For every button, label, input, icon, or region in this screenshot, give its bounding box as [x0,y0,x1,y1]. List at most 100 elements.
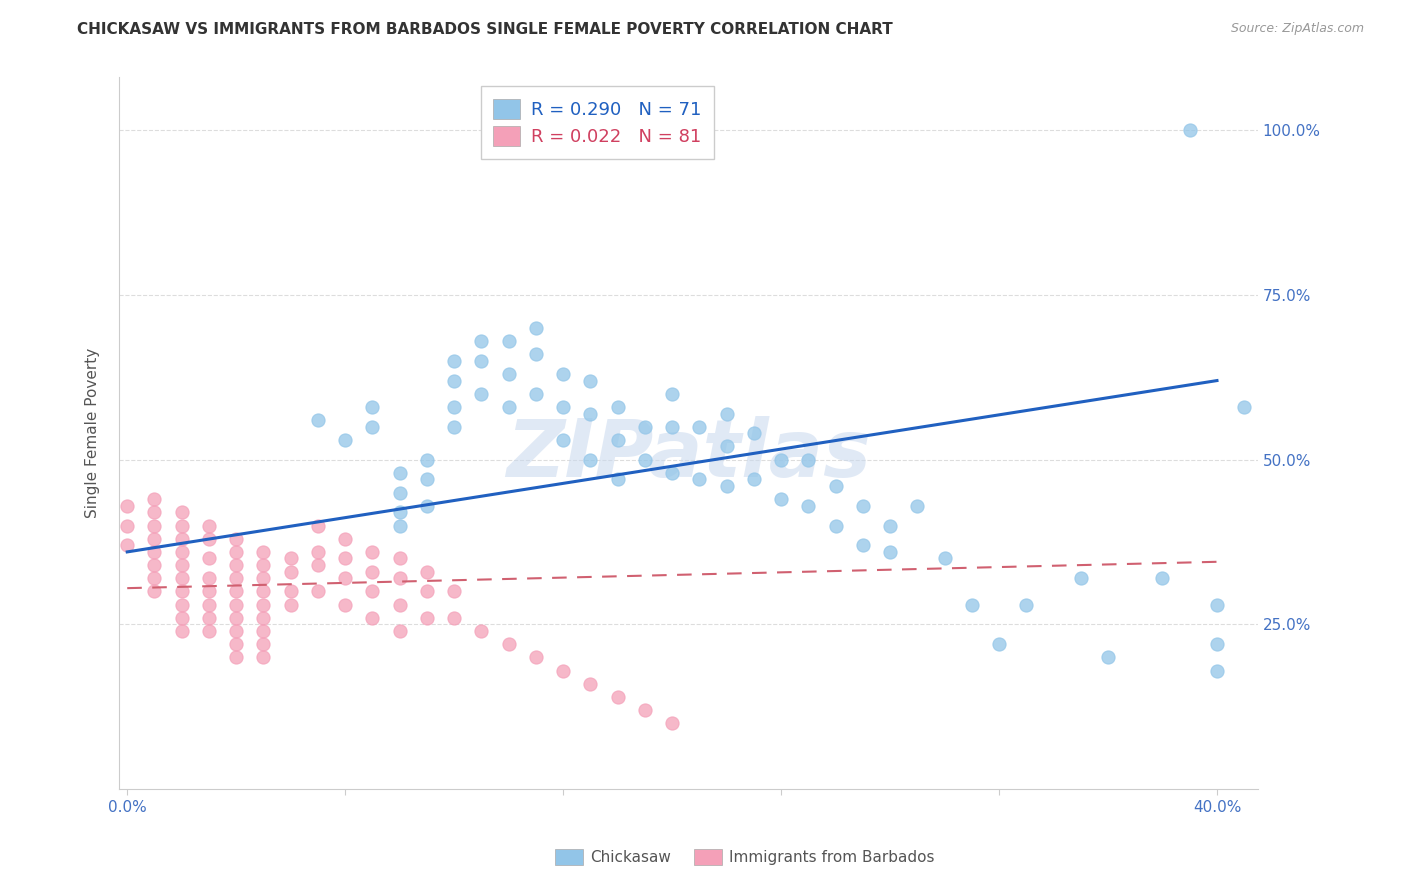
Point [606,400,628,414]
Point [1070,571,1092,585]
Point [1178,123,1201,137]
Point [143,518,166,533]
Point [905,499,928,513]
Point [852,538,875,552]
Point [170,611,193,625]
Text: Source: ZipAtlas.com: Source: ZipAtlas.com [1230,22,1364,36]
Point [498,367,520,381]
Point [252,598,274,612]
Point [524,386,547,401]
Point [335,598,357,612]
Point [416,472,439,486]
Point [416,584,439,599]
Point [716,440,738,454]
Point [280,551,302,566]
Point [716,479,738,493]
Point [606,690,628,704]
Point [1233,400,1256,414]
Point [470,353,492,368]
Point [661,716,683,731]
Point [361,400,384,414]
Point [524,321,547,335]
Point [661,386,683,401]
Point [170,518,193,533]
Point [1206,598,1229,612]
Point [579,407,602,421]
Point [170,532,193,546]
Point [824,518,846,533]
Point [335,571,357,585]
Point [1097,650,1119,665]
Point [1260,374,1282,388]
Point [579,374,602,388]
Y-axis label: Single Female Poverty: Single Female Poverty [86,348,100,518]
Point [688,419,710,434]
Point [143,532,166,546]
Point [524,347,547,361]
Point [198,611,221,625]
Point [361,584,384,599]
Point [307,413,329,427]
Point [143,545,166,559]
Point [879,518,901,533]
Point [606,472,628,486]
Point [225,584,247,599]
Point [252,584,274,599]
Point [824,479,846,493]
Point [742,426,765,441]
Point [388,598,411,612]
Point [252,650,274,665]
Point [742,472,765,486]
Point [198,551,221,566]
Point [443,584,465,599]
Point [443,400,465,414]
Point [252,611,274,625]
Point [170,624,193,638]
Point [852,499,875,513]
Point [170,571,193,585]
Point [143,505,166,519]
Point [498,637,520,651]
Point [388,624,411,638]
Point [770,492,793,507]
Point [307,558,329,573]
Point [443,419,465,434]
Point [388,551,411,566]
Point [143,571,166,585]
Point [252,558,274,573]
Point [1206,664,1229,678]
Point [579,452,602,467]
Point [143,492,166,507]
Text: ZIPatlas: ZIPatlas [506,416,870,493]
Point [416,452,439,467]
Point [470,624,492,638]
Point [225,558,247,573]
Point [988,637,1011,651]
Point [498,400,520,414]
Point [688,472,710,486]
Point [252,624,274,638]
Point [170,598,193,612]
Point [170,558,193,573]
Point [143,558,166,573]
Point [634,703,657,717]
Point [498,334,520,348]
Point [879,545,901,559]
Point [553,433,575,447]
Point [388,466,411,480]
Point [934,551,956,566]
Point [252,545,274,559]
Point [553,367,575,381]
Point [170,545,193,559]
Point [1206,637,1229,651]
Point [115,499,138,513]
Point [524,650,547,665]
Point [416,499,439,513]
Point [252,637,274,651]
Point [170,584,193,599]
Point [416,611,439,625]
Point [198,584,221,599]
Point [443,353,465,368]
Point [198,532,221,546]
Point [470,334,492,348]
